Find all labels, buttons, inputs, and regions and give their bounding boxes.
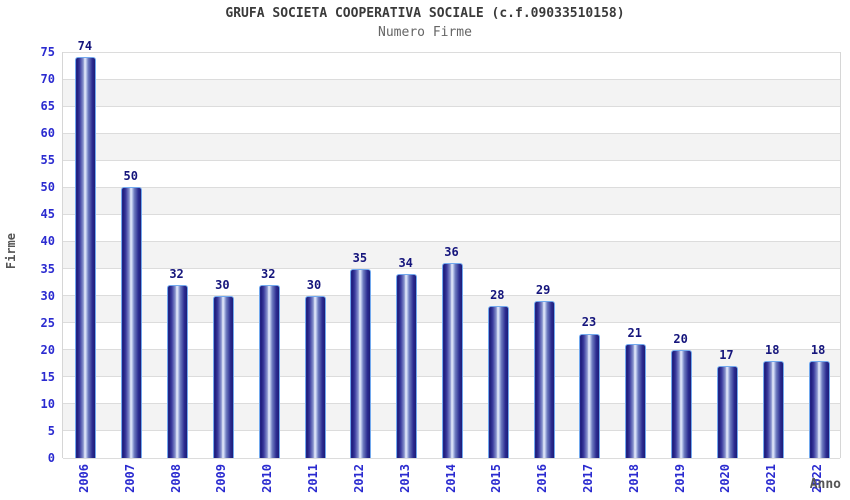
x-tick-label: 2012 xyxy=(351,464,366,493)
y-tick-label: 40 xyxy=(40,234,55,249)
x-tick-label: 2018 xyxy=(626,464,641,493)
bar-value-label: 36 xyxy=(444,245,459,260)
gridline xyxy=(63,105,840,107)
bar-value-label: 29 xyxy=(535,283,551,297)
gridline xyxy=(63,213,840,215)
bar-value-label: 30 xyxy=(215,277,230,292)
bar-value-label: 74 xyxy=(77,39,93,54)
bar-value-label: 21 xyxy=(627,326,642,341)
x-tick-label: 2006 xyxy=(76,464,91,493)
y-tick-label: 75 xyxy=(40,45,55,59)
grid-band xyxy=(63,187,840,215)
bar xyxy=(716,365,738,458)
y-tick-label: 35 xyxy=(40,261,55,276)
bar xyxy=(75,57,97,458)
plot-area xyxy=(62,51,841,459)
bar xyxy=(396,273,418,458)
grid-band xyxy=(63,133,840,161)
y-tick-label: 10 xyxy=(40,396,55,411)
x-tick-label: 2011 xyxy=(306,464,321,493)
x-tick-label: 2009 xyxy=(214,464,229,493)
grid-band xyxy=(63,52,840,80)
bar-value-label: 23 xyxy=(581,315,597,330)
bar xyxy=(350,268,372,458)
gridline xyxy=(63,51,840,53)
bar xyxy=(121,187,143,458)
bar xyxy=(167,284,189,458)
bar-value-label: 34 xyxy=(398,255,413,270)
y-tick-label: 15 xyxy=(40,369,55,384)
bar-value-label: 32 xyxy=(169,266,184,281)
chart-title: GRUFA SOCIETA COOPERATIVA SOCIALE (c.f.0… xyxy=(225,6,625,21)
gridline xyxy=(63,240,840,242)
bar-value-label: 28 xyxy=(490,288,505,303)
x-tick-label: 2015 xyxy=(489,464,504,493)
y-tick-label: 45 xyxy=(40,207,55,222)
gridline xyxy=(63,132,840,134)
x-tick-label: 2013 xyxy=(397,464,412,493)
bar xyxy=(533,301,555,458)
x-tick-label: 2021 xyxy=(764,464,779,493)
y-tick-label: 70 xyxy=(40,72,55,87)
x-tick-label: 2019 xyxy=(672,464,687,493)
bar-value-label: 18 xyxy=(810,342,826,357)
x-tick-label: 2014 xyxy=(443,464,458,493)
bar xyxy=(442,263,463,458)
bar xyxy=(671,349,693,458)
y-tick-label: 25 xyxy=(40,315,55,330)
y-tick-label: 5 xyxy=(47,423,55,438)
grid-band xyxy=(63,160,840,188)
x-tick-label: 2016 xyxy=(535,464,550,493)
bar xyxy=(625,344,647,458)
bar xyxy=(212,295,234,458)
bar xyxy=(808,360,830,458)
x-axis-title: Anno xyxy=(809,477,841,492)
bar-value-label: 18 xyxy=(765,342,780,357)
chart-subtitle: Numero Firme xyxy=(378,25,472,40)
bar-value-label: 32 xyxy=(260,266,276,281)
y-tick-label: 65 xyxy=(40,99,55,114)
bar-value-label: 30 xyxy=(306,277,322,292)
x-tick-label: 2010 xyxy=(260,464,275,493)
bar xyxy=(762,360,784,458)
bar xyxy=(579,333,601,458)
x-tick-label: 2007 xyxy=(122,464,137,493)
gridline xyxy=(63,457,840,459)
bar-value-label: 20 xyxy=(673,331,688,346)
bar xyxy=(487,306,509,458)
bar-value-label: 35 xyxy=(352,250,368,265)
y-tick-label: 60 xyxy=(40,126,55,141)
bar-value-label: 50 xyxy=(123,169,138,184)
grid-band xyxy=(63,106,840,134)
y-tick-label: 55 xyxy=(40,153,55,168)
grid-band xyxy=(63,79,840,107)
bar-value-label: 17 xyxy=(719,347,734,362)
bar xyxy=(304,295,326,458)
y-tick-label: 50 xyxy=(40,180,55,195)
x-tick-label: 2017 xyxy=(580,464,595,493)
bar xyxy=(258,284,280,458)
gridline xyxy=(63,159,840,161)
x-tick-label: 2020 xyxy=(718,464,733,493)
grid-band xyxy=(63,214,840,242)
gridline xyxy=(63,78,840,80)
x-tick-label: 2008 xyxy=(168,464,183,493)
gridline xyxy=(63,186,840,188)
y-tick-label: 0 xyxy=(47,451,55,465)
y-tick-label: 30 xyxy=(40,288,55,303)
y-tick-label: 20 xyxy=(40,342,55,357)
